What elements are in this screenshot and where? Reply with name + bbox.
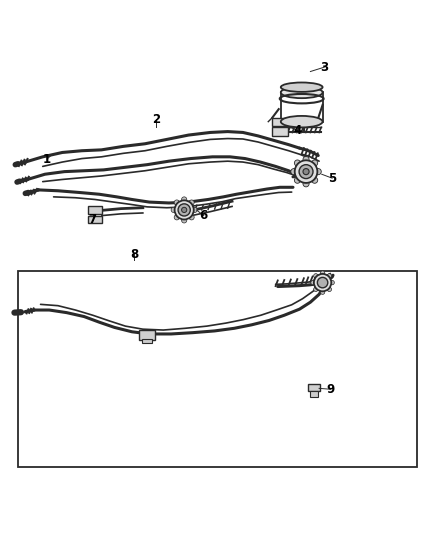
- Bar: [272, 127, 288, 136]
- Bar: [310, 391, 318, 397]
- Circle shape: [182, 197, 187, 202]
- Circle shape: [294, 177, 300, 183]
- Circle shape: [327, 273, 332, 278]
- Text: 3: 3: [320, 61, 328, 74]
- Circle shape: [330, 280, 334, 285]
- Circle shape: [294, 160, 300, 166]
- Bar: [139, 330, 155, 340]
- Circle shape: [178, 204, 190, 216]
- Text: 2: 2: [152, 113, 160, 126]
- Circle shape: [189, 215, 194, 220]
- Text: 7: 7: [89, 213, 97, 227]
- Bar: [18, 271, 417, 467]
- Ellipse shape: [281, 83, 322, 92]
- Circle shape: [303, 156, 309, 163]
- Circle shape: [303, 168, 309, 175]
- Circle shape: [321, 271, 325, 275]
- Circle shape: [182, 218, 187, 223]
- Circle shape: [303, 181, 309, 187]
- Circle shape: [314, 274, 331, 292]
- Text: 8: 8: [130, 248, 138, 261]
- Text: 6: 6: [200, 209, 208, 222]
- Circle shape: [327, 287, 332, 292]
- Bar: [88, 206, 102, 214]
- Circle shape: [311, 160, 318, 166]
- Circle shape: [174, 200, 180, 205]
- Circle shape: [311, 280, 315, 285]
- Bar: [142, 339, 152, 343]
- Circle shape: [174, 215, 180, 220]
- Circle shape: [295, 160, 318, 183]
- Circle shape: [311, 177, 318, 183]
- Circle shape: [314, 287, 318, 292]
- Circle shape: [189, 200, 194, 205]
- Text: 5: 5: [328, 172, 336, 184]
- Circle shape: [171, 207, 177, 213]
- Bar: [308, 384, 321, 391]
- Circle shape: [314, 273, 318, 278]
- Text: 4: 4: [293, 124, 301, 137]
- Text: 1: 1: [43, 152, 51, 166]
- Circle shape: [315, 168, 321, 175]
- Ellipse shape: [281, 87, 322, 98]
- Circle shape: [299, 165, 313, 179]
- Bar: [272, 118, 288, 126]
- Bar: [88, 215, 102, 223]
- Circle shape: [192, 207, 197, 213]
- Circle shape: [291, 168, 297, 175]
- Circle shape: [318, 277, 328, 288]
- Circle shape: [321, 290, 325, 294]
- Ellipse shape: [281, 116, 322, 127]
- Circle shape: [175, 200, 194, 220]
- Text: 9: 9: [326, 383, 335, 395]
- Circle shape: [182, 207, 187, 213]
